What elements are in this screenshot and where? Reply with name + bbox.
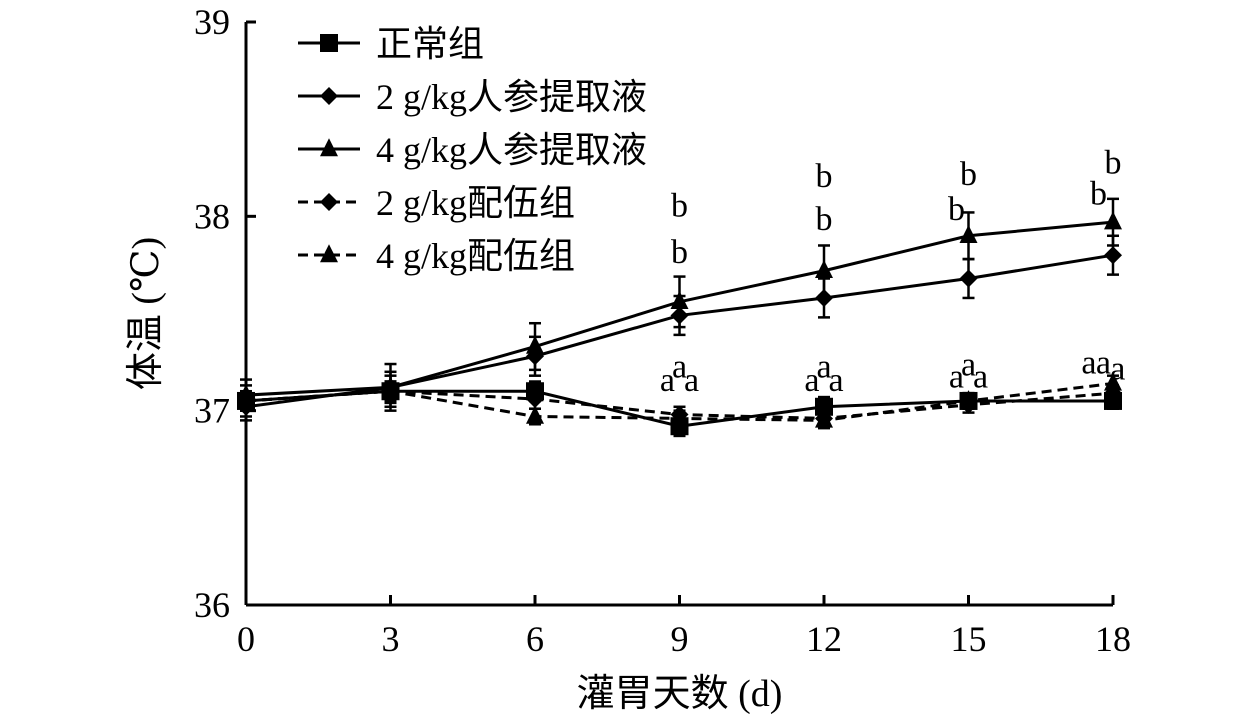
x-tick-label: 0	[237, 619, 255, 659]
legend-label: 4 g/kg配伍组	[376, 236, 575, 276]
data-point	[815, 259, 833, 278]
x-tick-label: 9	[671, 619, 689, 659]
data-point	[526, 335, 544, 354]
data-point	[381, 380, 400, 399]
significance-letter: a	[804, 362, 819, 399]
significance-letter: a	[973, 358, 988, 395]
data-point	[1104, 372, 1122, 391]
significance-letter: b	[960, 156, 977, 193]
significance-letter: a	[672, 349, 687, 386]
y-tick-label: 37	[194, 391, 230, 431]
series-5	[237, 372, 1122, 430]
significance-letter: b	[671, 187, 688, 224]
legend-label: 正常组	[376, 24, 484, 64]
x-tick-label: 6	[526, 619, 544, 659]
data-point	[959, 269, 978, 288]
significance-letter: a	[828, 362, 843, 399]
significance-letter: b	[1090, 176, 1107, 213]
significance-letter: a	[961, 347, 976, 384]
legend-marker	[320, 138, 338, 157]
significance-letter: b	[1105, 145, 1122, 182]
x-axis-title: 灌胃天数 (d)	[577, 673, 783, 715]
significance-letter: a	[1096, 345, 1111, 382]
data-point	[815, 409, 833, 428]
legend-entry: 2 g/kg人参提取液	[298, 77, 647, 117]
legend-marker	[320, 87, 338, 105]
data-point	[1104, 211, 1122, 230]
legend-label: 4 g/kg人参提取液	[376, 130, 647, 170]
data-point	[1104, 246, 1122, 265]
y-tick-label: 36	[194, 585, 230, 625]
data-point	[237, 390, 255, 409]
significance-letter: a	[816, 349, 831, 386]
plot-area	[237, 197, 1122, 438]
significance-letter: a	[660, 362, 675, 399]
data-point	[670, 291, 689, 310]
significance-letter: a	[684, 362, 699, 399]
data-point	[959, 390, 978, 409]
y-tick-label: 38	[194, 196, 230, 236]
legend-entry: 4 g/kg人参提取液	[298, 130, 647, 170]
x-tick-label: 12	[806, 619, 842, 659]
significance-letter: a	[1110, 351, 1125, 388]
legend-label: 2 g/kg配伍组	[376, 183, 575, 223]
legend-entry: 4 g/kg配伍组	[298, 236, 575, 276]
x-tick-label: 3	[382, 619, 400, 659]
significance-letter: a	[1081, 345, 1096, 382]
data-point	[526, 405, 544, 424]
legend-marker	[320, 34, 338, 52]
legend-label: 2 g/kg人参提取液	[376, 77, 647, 117]
significance-letter: b	[948, 191, 965, 228]
significance-letter: b	[816, 201, 833, 238]
data-point	[959, 224, 978, 243]
legend-entry: 正常组	[298, 24, 484, 64]
significance-letter: b	[816, 158, 833, 195]
legend: 正常组 2 g/kg人参提取液 4 g/kg人参提取液 2 g/kg配伍组 4 g/kg…	[298, 24, 647, 276]
y-axis-title: 体温 (℃)	[125, 237, 167, 390]
data-point	[526, 390, 544, 409]
y-tick-label: 39	[194, 2, 230, 42]
significance-letter: a	[949, 358, 964, 395]
data-point	[670, 407, 689, 426]
legend-marker	[320, 244, 338, 263]
legend-marker	[320, 193, 338, 211]
data-point	[815, 288, 833, 307]
x-tick-label: 18	[1095, 619, 1131, 659]
x-tick-label: 15	[951, 619, 987, 659]
legend-entry: 2 g/kg配伍组	[298, 183, 575, 223]
significance-letter: b	[671, 234, 688, 271]
